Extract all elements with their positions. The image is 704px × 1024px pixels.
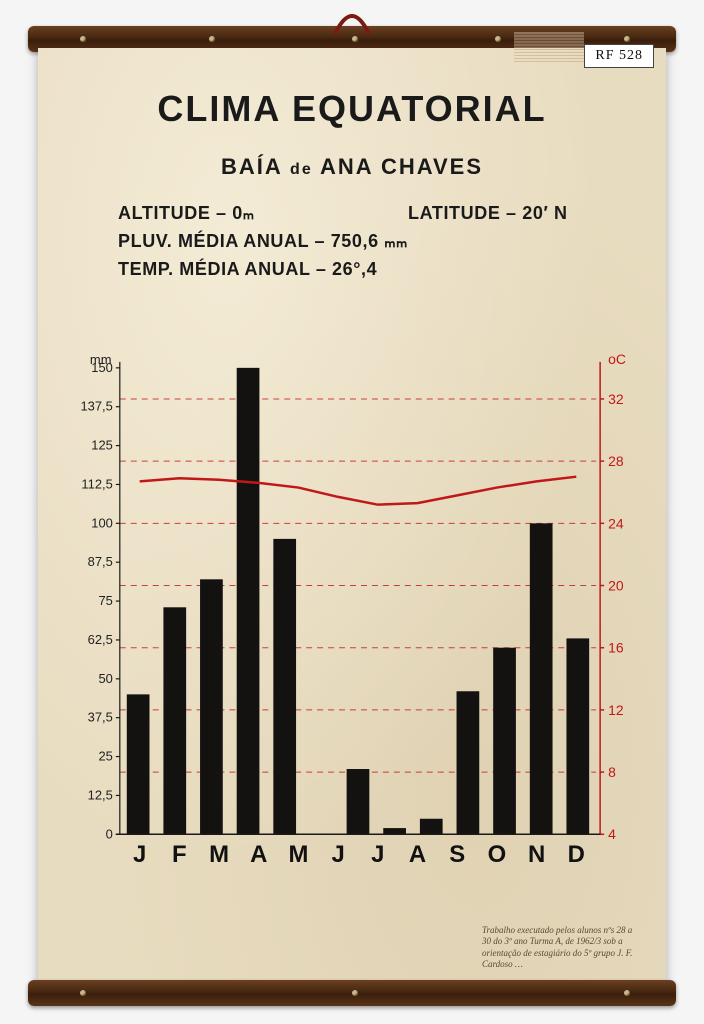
svg-text:112,5: 112,5 [81, 476, 112, 491]
svg-text:137,5: 137,5 [80, 399, 112, 414]
subtitle-mid: de [290, 161, 313, 178]
svg-text:oC: oC [608, 351, 626, 367]
svg-text:62,5: 62,5 [88, 632, 113, 647]
subtitle: BAÍA de ANA CHAVES [38, 154, 666, 180]
svg-text:100: 100 [91, 515, 113, 530]
svg-text:S: S [449, 841, 465, 868]
svg-text:0: 0 [106, 826, 113, 841]
bar [273, 539, 296, 834]
svg-text:16: 16 [608, 640, 624, 656]
svg-text:25: 25 [98, 749, 112, 764]
svg-text:87,5: 87,5 [88, 554, 113, 569]
svg-text:J: J [331, 841, 344, 868]
bar [237, 368, 260, 834]
hanger-ring [327, 8, 377, 36]
svg-text:28: 28 [608, 453, 624, 469]
bar [200, 579, 223, 834]
svg-text:M: M [288, 841, 308, 868]
bar [383, 828, 406, 834]
bar [163, 607, 186, 834]
pluv-label: PLUV. MÉDIA ANUAL – 750,6 ₘₘ [118, 228, 666, 256]
svg-text:8: 8 [608, 764, 616, 780]
temperature-line [140, 477, 577, 505]
svg-text:F: F [172, 841, 187, 868]
bar [347, 769, 370, 834]
subtitle-post: ANA CHAVES [320, 154, 483, 179]
climate-chart: 0 12,5 25 37,5 50 62,5 75 87,5 100 112,5 125 137,5 1… [68, 348, 636, 874]
svg-text:50: 50 [98, 671, 112, 686]
svg-text:125: 125 [91, 438, 113, 453]
old-stamp [514, 32, 584, 62]
bar [457, 691, 480, 834]
credits-footnote: Trabalho executado pelos alunos nºs 28 a… [482, 925, 642, 970]
svg-text:O: O [488, 841, 507, 868]
reference-tag: RF 528 [584, 44, 654, 68]
bar [566, 638, 589, 834]
paper-sheet: CLIMA EQUATORIAL BAÍA de ANA CHAVES ALTI… [38, 48, 666, 984]
bar [127, 694, 150, 834]
svg-text:75: 75 [98, 593, 112, 608]
svg-text:D: D [568, 841, 585, 868]
svg-text:A: A [250, 841, 267, 868]
svg-text:4: 4 [608, 826, 616, 842]
svg-text:J: J [133, 841, 146, 868]
subtitle-pre: BAÍA [221, 154, 282, 179]
altitude-label: ALTITUDE – 0ₘ [118, 200, 408, 228]
svg-text:A: A [409, 841, 426, 868]
bar [420, 819, 443, 835]
metadata-block: ALTITUDE – 0ₘ LATITUDE – 20′ N PLUV. MÉD… [118, 200, 666, 284]
bottom-rod [28, 980, 676, 1006]
latitude-label: LATITUDE – 20′ N [408, 200, 568, 228]
svg-text:32: 32 [608, 391, 624, 407]
svg-text:mm: mm [90, 352, 112, 367]
main-title: CLIMA EQUATORIAL [38, 88, 666, 130]
svg-text:M: M [209, 841, 229, 868]
svg-text:37,5: 37,5 [88, 710, 113, 725]
bar [530, 523, 553, 834]
svg-text:N: N [528, 841, 545, 868]
svg-text:12,5: 12,5 [88, 787, 113, 802]
temp-label: TEMP. MÉDIA ANUAL – 26°,4 [118, 256, 666, 284]
svg-text:20: 20 [608, 578, 624, 594]
svg-text:J: J [371, 841, 384, 868]
bar [493, 648, 516, 835]
svg-text:12: 12 [608, 702, 624, 718]
svg-text:24: 24 [608, 515, 624, 531]
